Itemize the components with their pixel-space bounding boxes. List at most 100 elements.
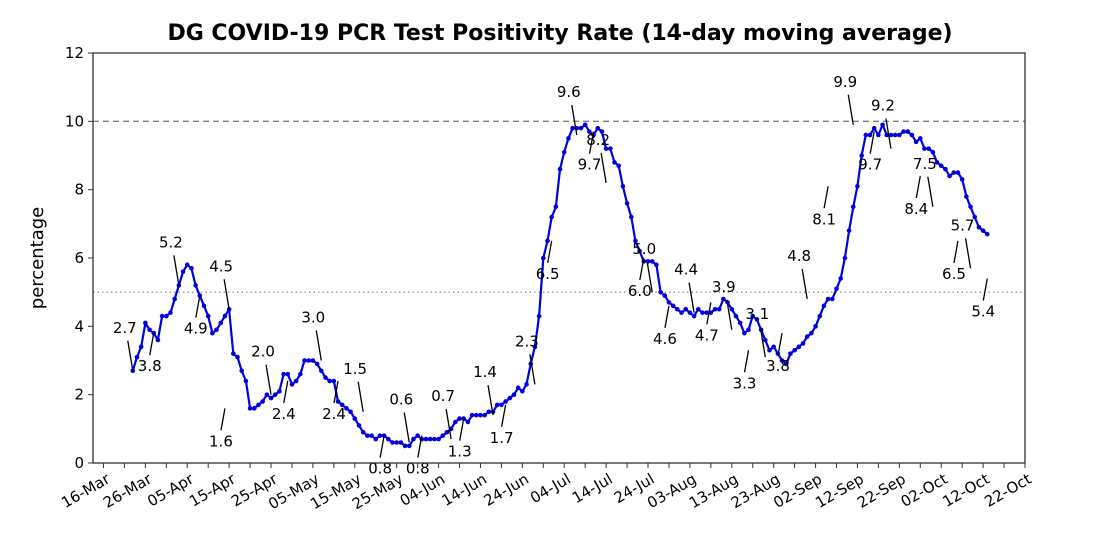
data-point xyxy=(813,324,818,329)
annotation-leader xyxy=(220,408,226,431)
data-point xyxy=(281,371,286,377)
data-point xyxy=(293,378,299,384)
data-point xyxy=(934,160,940,165)
data-point xyxy=(201,303,207,309)
data-point xyxy=(260,399,265,404)
annotation-label: 9.7 xyxy=(578,156,602,174)
data-point xyxy=(876,132,881,138)
annotation-label: 0.6 xyxy=(389,391,413,409)
annotation-label: 3.0 xyxy=(301,309,325,327)
data-point xyxy=(683,306,689,312)
data-point xyxy=(235,354,240,360)
data-point xyxy=(938,163,944,169)
chart-title: DG COVID-19 PCR Test Positivity Rate (14… xyxy=(167,21,952,46)
annotation-leader xyxy=(847,94,854,125)
annotation-label: 7.5 xyxy=(913,155,937,173)
annotation-label: 0.8 xyxy=(368,460,392,478)
data-point xyxy=(515,385,521,391)
data-point xyxy=(746,327,751,333)
y-tick-label: 4 xyxy=(74,317,84,335)
data-point xyxy=(511,392,517,397)
data-point xyxy=(570,125,575,131)
annotation-label: 3.3 xyxy=(733,374,757,392)
data-point xyxy=(897,132,902,138)
data-point xyxy=(486,409,492,415)
data-point xyxy=(624,201,630,206)
annotation-leader xyxy=(743,350,750,373)
annotation-leader xyxy=(953,240,959,264)
data-point xyxy=(863,132,869,138)
annotation-leader xyxy=(417,435,423,458)
annotation-label: 5.2 xyxy=(159,233,183,251)
data-point xyxy=(792,347,797,353)
data-point xyxy=(473,412,479,418)
data-point xyxy=(176,283,182,288)
data-point xyxy=(272,392,278,397)
data-point xyxy=(344,406,349,411)
annotation-leader xyxy=(823,186,829,209)
data-point xyxy=(377,433,383,438)
y-tick-label: 10 xyxy=(65,112,84,130)
data-point xyxy=(243,378,249,384)
data-point xyxy=(360,429,366,435)
y-axis: 0 2 4 6 8 10 12 xyxy=(65,44,93,472)
data-point xyxy=(704,310,709,315)
annotation-leader xyxy=(600,152,607,183)
y-tick-label: 0 xyxy=(74,454,84,472)
data-point xyxy=(180,269,186,274)
data-point xyxy=(210,330,215,336)
data-point xyxy=(783,361,789,367)
annotation-leader xyxy=(195,295,201,318)
data-point xyxy=(352,416,358,421)
annotation-label: 3.8 xyxy=(138,357,162,375)
annotation-label: 4.5 xyxy=(209,257,233,275)
annotation-label: 1.6 xyxy=(209,432,233,450)
x-tick-label: 04-Jul xyxy=(527,470,574,507)
data-point xyxy=(855,183,860,189)
data-point xyxy=(386,436,391,442)
data-point xyxy=(339,402,345,408)
annotation-label: 8.1 xyxy=(812,210,836,228)
data-point xyxy=(222,313,228,319)
annotation-leader xyxy=(459,418,465,441)
data-point xyxy=(817,313,823,319)
annotation-label: 5.4 xyxy=(971,303,995,321)
data-point xyxy=(189,265,194,271)
annotation-leader xyxy=(664,305,670,328)
data-point xyxy=(955,170,961,175)
data-point xyxy=(155,337,161,343)
annotation-leader xyxy=(315,330,322,361)
annotation-label: 5.0 xyxy=(632,240,656,258)
data-point xyxy=(310,358,316,363)
data-point xyxy=(356,423,362,428)
annotation-label: 9.2 xyxy=(871,97,895,115)
data-point xyxy=(147,327,152,333)
data-point xyxy=(670,303,676,309)
data-point xyxy=(930,149,936,155)
data-point xyxy=(406,443,412,449)
annotation-leader xyxy=(588,131,595,154)
data-point xyxy=(846,228,852,233)
data-point xyxy=(335,399,341,404)
annotation-label: 4.7 xyxy=(695,326,719,344)
annotation-label: 1.5 xyxy=(343,360,367,378)
data-point xyxy=(298,371,303,377)
data-point xyxy=(679,310,684,315)
plot-frame xyxy=(92,52,1026,464)
annotation-leader xyxy=(283,380,289,404)
data-point xyxy=(892,132,898,138)
data-point xyxy=(972,214,978,220)
y-tick-label: 12 xyxy=(65,44,84,62)
data-point xyxy=(947,173,952,179)
data-point xyxy=(566,136,571,141)
x-tick-label: 05-Apr xyxy=(144,469,197,510)
data-point xyxy=(373,436,379,442)
data-point xyxy=(289,382,295,387)
data-point xyxy=(666,300,672,305)
data-point xyxy=(503,399,508,404)
data-point xyxy=(658,289,663,295)
data-point xyxy=(553,204,559,210)
data-point xyxy=(976,224,982,230)
data-point xyxy=(700,310,705,315)
